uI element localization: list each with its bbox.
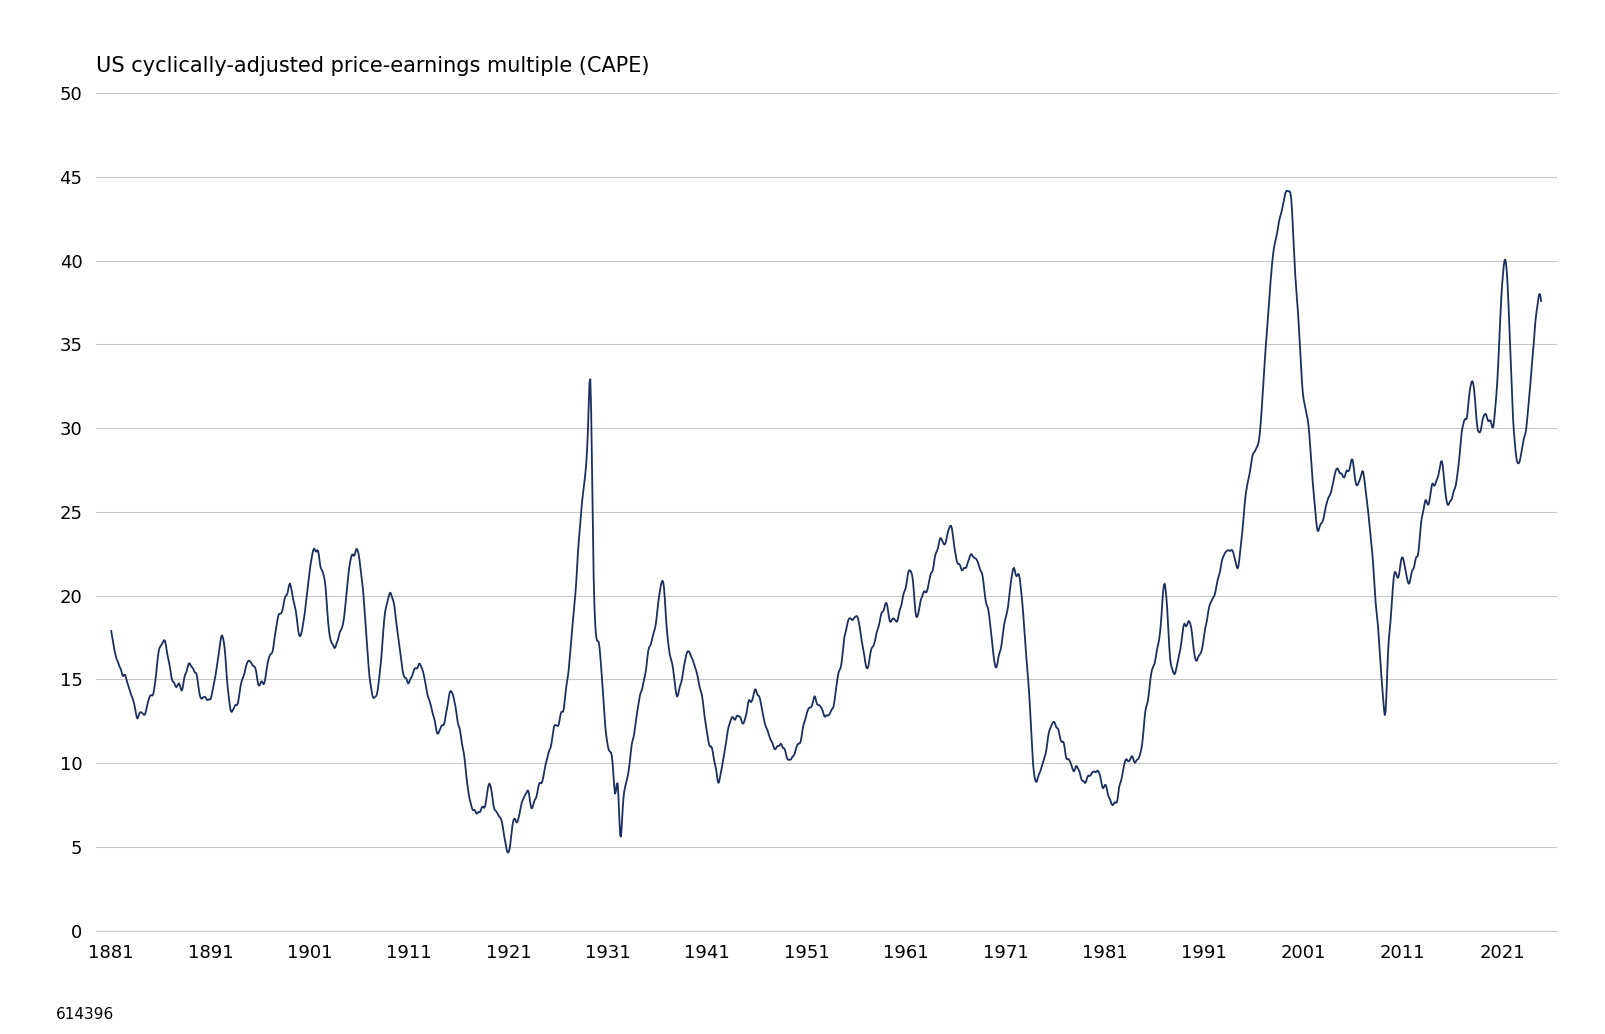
Text: 614396: 614396 <box>56 1006 114 1022</box>
Text: US cyclically-adjusted price-earnings multiple (CAPE): US cyclically-adjusted price-earnings mu… <box>96 56 650 77</box>
